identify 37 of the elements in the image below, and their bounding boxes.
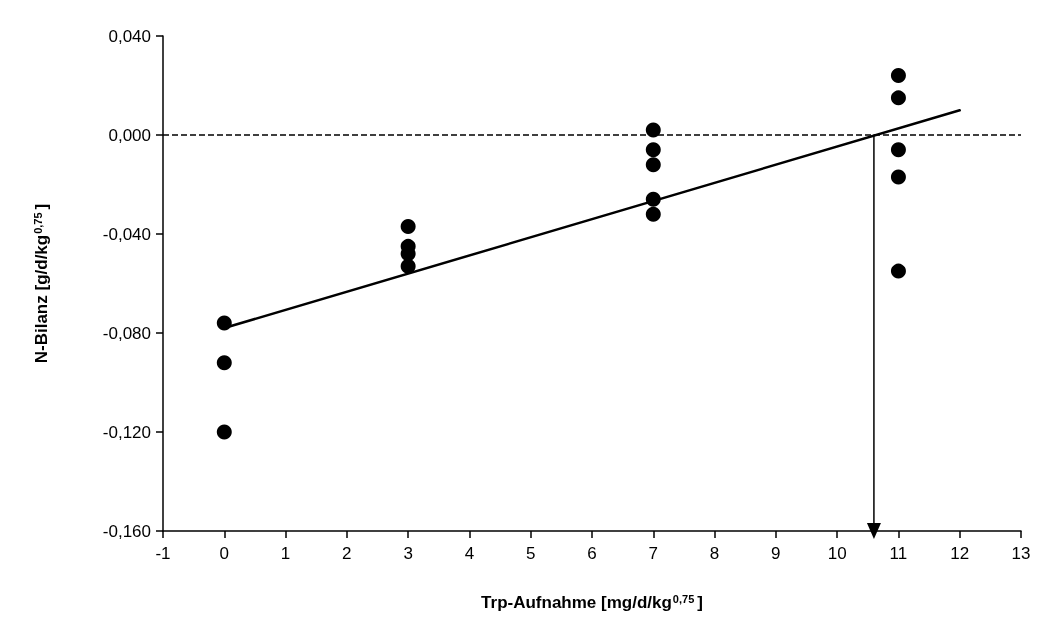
x-tick-label: 8 [709, 544, 720, 563]
point [645, 142, 661, 158]
x-tick-label: 13 [1011, 544, 1031, 563]
y-tick-label: -0,120 [102, 422, 151, 442]
x-tick-label: 1 [280, 544, 291, 563]
point [890, 68, 906, 84]
x-tick-label: 0 [219, 544, 230, 563]
x-tick-label: 3 [403, 544, 413, 563]
point [890, 169, 906, 185]
x-tick-label: 7 [648, 544, 659, 563]
x-tick-label: 2 [342, 544, 352, 563]
point [216, 355, 232, 371]
point [216, 424, 232, 440]
y-tick-label: -0,160 [102, 521, 151, 541]
point [890, 263, 906, 279]
point [890, 90, 906, 106]
point [645, 206, 661, 222]
y-tick-label: 0,040 [108, 26, 151, 46]
y-tick-label: -0,040 [102, 224, 151, 244]
x-tick-label: 4 [464, 544, 475, 563]
x-tick-label: 10 [827, 544, 847, 563]
y-tick-label: -0,080 [102, 323, 151, 343]
y-axis-title: N-Bilanz [g/d/kg0,75] [31, 203, 51, 364]
point [890, 142, 906, 158]
point [645, 191, 661, 207]
y-tick-label: 0,000 [108, 125, 151, 145]
point [400, 258, 416, 274]
point [400, 219, 416, 235]
x-tick-label: 11 [889, 544, 908, 563]
point [216, 315, 232, 331]
point [645, 157, 661, 173]
x-tick-label: 5 [525, 544, 536, 563]
x-tick-label: 6 [587, 544, 597, 563]
point [645, 122, 661, 138]
x-tick-label: 12 [950, 544, 970, 563]
x-tick-label: -1 [155, 544, 171, 563]
x-tick-label: 9 [771, 544, 781, 563]
